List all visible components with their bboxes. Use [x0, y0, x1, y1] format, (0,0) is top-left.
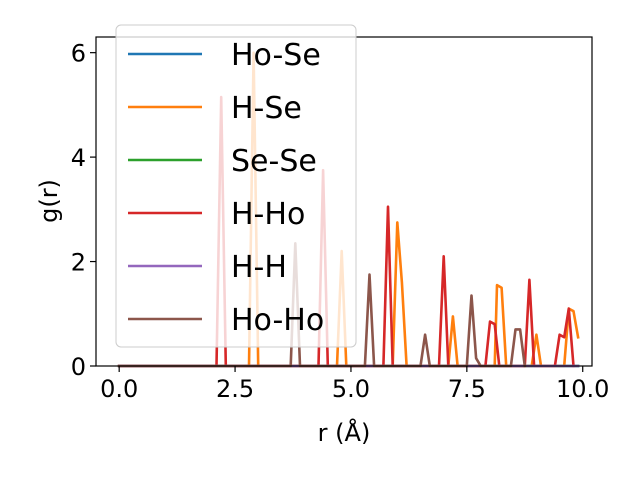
legend-label-h-h: H-H: [231, 250, 287, 285]
legend: Ho-Se H-Se Se-Se H-Ho H-H Ho-Ho: [115, 24, 357, 348]
y-tick-label: 0: [71, 353, 86, 381]
x-tick-label: 0.0: [100, 375, 138, 403]
y-tick-label: 2: [71, 249, 86, 277]
y-tick-label: 4: [71, 144, 86, 172]
legend-label-ho-se: Ho-Se: [231, 38, 321, 73]
x-tick-label: 10.0: [556, 375, 609, 403]
legend-frame: [115, 24, 357, 348]
y-axis-label: g(r): [35, 179, 63, 223]
legend-label-se-se: Se-Se: [231, 144, 317, 179]
legend-label-h-se: H-Se: [231, 91, 302, 126]
x-tick-label: 5.0: [332, 375, 370, 403]
x-tick-label: 2.5: [216, 375, 254, 403]
legend-label-h-ho: H-Ho: [231, 197, 305, 232]
x-axis-label: r (Å): [318, 418, 371, 447]
x-tick-label: 7.5: [448, 375, 486, 403]
y-tick-label: 6: [71, 40, 86, 68]
y-axis: 0 2 4 6: [71, 40, 96, 381]
x-axis: 0.0 2.5 5.0 7.5 10.0: [100, 366, 609, 403]
legend-label-ho-ho: Ho-Ho: [231, 303, 324, 338]
